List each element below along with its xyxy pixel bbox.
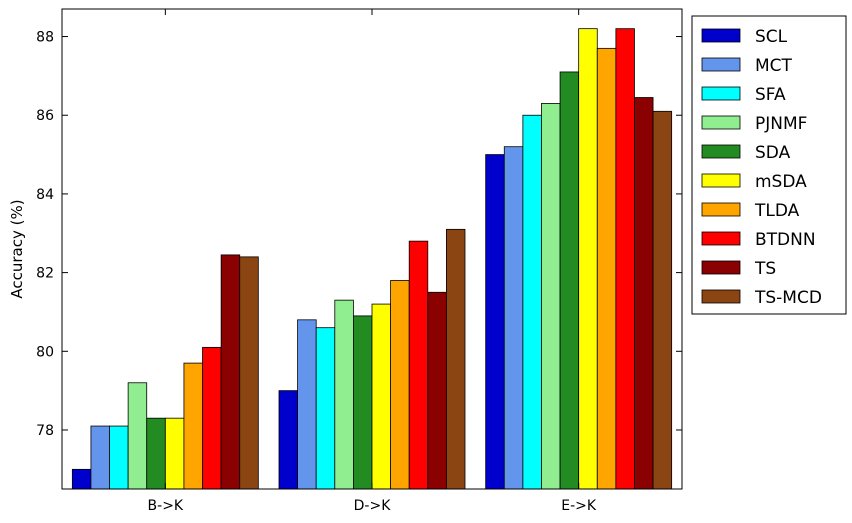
y-tick-label: 78 bbox=[36, 423, 54, 439]
bar-tlda-2 bbox=[596, 47, 617, 490]
legend-swatch-msda bbox=[701, 173, 741, 188]
legend-label-mct: MCT bbox=[755, 56, 793, 76]
bar-ts-2 bbox=[634, 97, 654, 490]
y-tick-label: 84 bbox=[36, 187, 54, 203]
bar-ts-0 bbox=[220, 254, 241, 490]
legend-label-pjnmf: PJNMF bbox=[755, 114, 807, 134]
legend-swatch-sda bbox=[701, 144, 741, 159]
y-tick-label: 86 bbox=[36, 108, 54, 124]
legend-swatch-btdnn bbox=[701, 231, 741, 246]
bar-tlda-1 bbox=[390, 280, 410, 490]
legend: SCL MCT SFA PJNMF SDA mSDA TLDA BTDNN TS TS-MCD bbox=[691, 15, 847, 315]
x-tick-label: E->K bbox=[561, 498, 597, 514]
bar-ts-mcd-1 bbox=[445, 228, 466, 490]
bar-ts-mcd-2 bbox=[652, 110, 673, 490]
y-tick-label: 82 bbox=[36, 266, 54, 282]
legend-label-sfa: SFA bbox=[755, 85, 786, 105]
legend-swatch-ts-mcd bbox=[701, 289, 741, 304]
bar-tlda-0 bbox=[183, 362, 203, 490]
legend-label-ts: TS bbox=[754, 259, 776, 279]
bar-scl-0 bbox=[71, 468, 92, 490]
bar-mct-2 bbox=[503, 146, 524, 490]
bar-pjnmf-0 bbox=[127, 382, 148, 490]
bar-pjnmf-1 bbox=[334, 299, 354, 490]
x-tick-label: D->K bbox=[354, 498, 392, 514]
legend-label-ts-mcd: TS-MCD bbox=[754, 288, 822, 308]
legend-label-scl: SCL bbox=[755, 27, 788, 47]
legend-label-sda: SDA bbox=[755, 143, 791, 163]
legend-swatch-sfa bbox=[701, 86, 741, 101]
bar-pjnmf-2 bbox=[541, 103, 561, 490]
y-axis-title: Accuracy (%) bbox=[8, 199, 26, 298]
legend-label-msda: mSDA bbox=[755, 172, 807, 192]
bar-btdnn-2 bbox=[615, 28, 635, 490]
legend-swatch-mct bbox=[701, 57, 741, 72]
bars-layer bbox=[71, 28, 673, 490]
bar-sfa-2 bbox=[522, 114, 542, 490]
y-tick-label: 88 bbox=[36, 30, 54, 46]
y-axis: 78 80 82 84 86 88 bbox=[36, 30, 682, 439]
legend-swatch-ts bbox=[701, 260, 741, 275]
bar-scl-1 bbox=[278, 390, 299, 490]
legend-label-btdnn: BTDNN bbox=[755, 230, 816, 250]
legend-label-tlda: TLDA bbox=[754, 201, 800, 221]
bar-msda-2 bbox=[578, 28, 598, 490]
bar-sda-0 bbox=[146, 417, 166, 490]
bar-sda-1 bbox=[352, 315, 373, 490]
bar-mct-1 bbox=[297, 319, 317, 490]
bar-ts-1 bbox=[427, 291, 447, 490]
legend-swatch-scl bbox=[701, 28, 741, 43]
bar-scl-2 bbox=[485, 154, 505, 490]
x-axis: B->K D->K E->K bbox=[148, 9, 597, 514]
legend-swatch-pjnmf bbox=[701, 115, 741, 130]
bar-btdnn-1 bbox=[408, 240, 429, 490]
bar-ts-mcd-0 bbox=[239, 256, 259, 490]
bar-sfa-0 bbox=[109, 425, 129, 490]
bar-msda-0 bbox=[164, 417, 185, 490]
bar-btdnn-0 bbox=[202, 346, 222, 490]
y-tick-label: 80 bbox=[36, 344, 54, 360]
x-tick-label: B->K bbox=[148, 498, 184, 514]
bar-sfa-1 bbox=[315, 327, 336, 490]
legend-swatch-tlda bbox=[701, 202, 741, 217]
bar-sda-2 bbox=[559, 71, 580, 490]
bar-msda-1 bbox=[371, 303, 392, 490]
bar-mct-0 bbox=[90, 425, 110, 490]
